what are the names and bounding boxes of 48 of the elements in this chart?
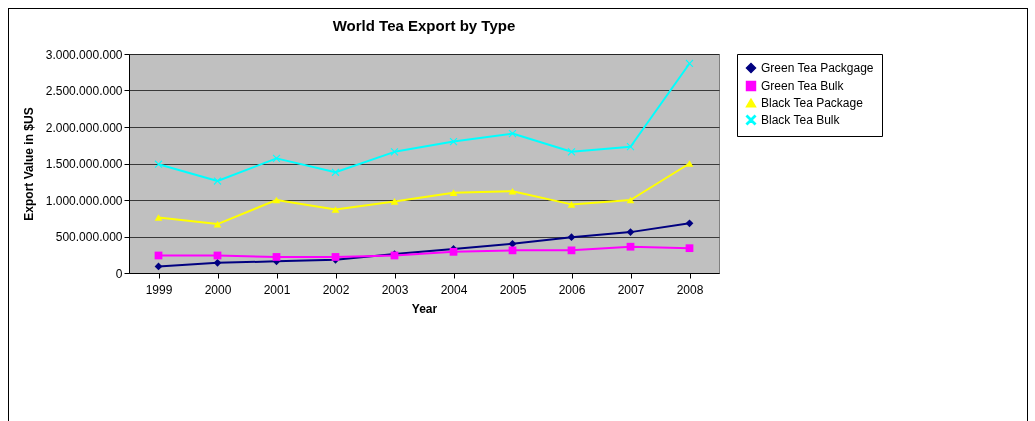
point	[154, 160, 163, 169]
legend-label: Black Tea Bulk	[761, 113, 841, 127]
point	[626, 228, 635, 236]
x-tick-label: 1999	[145, 282, 173, 297]
point	[213, 258, 222, 267]
point	[626, 242, 635, 251]
point	[685, 244, 694, 253]
x-axis-title: Year	[411, 301, 438, 316]
point	[567, 246, 576, 255]
legend-label: Black Tea Package	[761, 96, 864, 110]
x-tick-label: 2000	[204, 282, 232, 297]
x-tick-label: 2004	[440, 282, 468, 297]
point	[685, 160, 694, 167]
point	[449, 189, 458, 197]
point	[390, 147, 399, 156]
x-tick-label: 2008	[676, 282, 704, 297]
x-tick-label: 2006	[558, 282, 586, 297]
x-tick-label: 2003	[381, 282, 409, 297]
chart-title: World Tea Export by Type	[332, 17, 516, 34]
point	[508, 187, 517, 195]
point	[213, 220, 222, 228]
point	[626, 196, 635, 204]
point	[508, 246, 517, 255]
point	[154, 214, 163, 221]
x-tick-label: 2002	[322, 282, 350, 297]
y-tick-label: 3.000.000.000	[45, 47, 123, 62]
y-tick-label: 2.000.000.000	[45, 120, 123, 135]
x-tick-label: 2005	[499, 282, 527, 297]
legend-label: Green Tea Packgage	[761, 61, 874, 75]
y-tick-label: 1.000.000.000	[45, 193, 123, 208]
point	[567, 201, 576, 208]
point	[213, 177, 222, 185]
point	[272, 253, 281, 261]
point	[272, 196, 281, 204]
y-tick-label: 2.500.000.000	[45, 84, 123, 98]
x-tick-label: 2007	[617, 282, 645, 297]
point	[567, 233, 576, 242]
x-tick-label: 2001	[263, 282, 291, 297]
y-axis-title: Export Value in $US	[21, 107, 36, 221]
point	[685, 219, 694, 228]
y-tick-label: 1.500.000.000	[45, 157, 123, 171]
point	[331, 206, 340, 213]
y-tick-label: 0	[115, 266, 123, 281]
point	[331, 168, 340, 177]
point	[390, 198, 399, 205]
legend-label: Green Tea Bulk	[761, 79, 845, 93]
y-tick-label: 500.000.000	[55, 230, 123, 244]
point	[567, 147, 576, 156]
